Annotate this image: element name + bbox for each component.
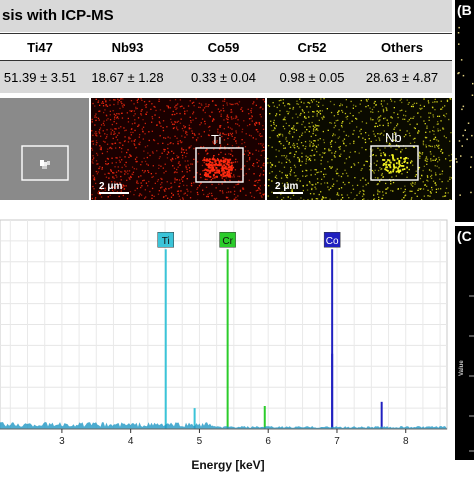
spectrum-x-axis: 3 4 5 6 7 8 — [0, 429, 447, 447]
element-maps: Ti 2 μm Nb 2 μm — [0, 98, 452, 200]
se-image-svg — [0, 98, 89, 200]
value-nb93: 18.67 ± 1.28 — [80, 70, 175, 85]
side-panel-c-axis-label: Value — [459, 360, 465, 376]
x-axis-label: Energy [keV] — [191, 458, 264, 472]
side-panel-b-dots — [455, 0, 474, 222]
eds-spectrum-chart: Ti Cr Co 3 4 5 6 7 8 Energy [keV] — [0, 214, 452, 474]
nb-map-label: Nb — [385, 130, 402, 145]
table-header-row: Ti47 Nb93 Co59 Cr52 Others — [0, 33, 452, 61]
header-co59: Co59 — [175, 40, 272, 55]
value-co59: 0.33 ± 0.04 — [175, 70, 272, 85]
side-panel-b: (B — [455, 0, 474, 222]
ti-scale-label: 2 μm — [99, 181, 122, 192]
nb-scale-label: 2 μm — [275, 181, 298, 192]
x-tick-label: 7 — [334, 436, 340, 447]
se-image — [0, 98, 89, 200]
header-nb93: Nb93 — [80, 40, 175, 55]
nb-map-svg: Nb 2 μm — [267, 98, 452, 200]
spectrum-grid — [0, 220, 447, 429]
table-value-row: 51.39 ± 3.51 18.67 ± 1.28 0.33 ± 0.04 0.… — [0, 61, 452, 93]
table-title: sis with ICP-MS — [0, 0, 452, 32]
header-ti47: Ti47 — [0, 40, 80, 55]
side-panel-c: (C Value — [455, 226, 474, 460]
ti-map-svg: Ti 2 μm — [91, 98, 265, 200]
value-cr52: 0.98 ± 0.05 — [272, 70, 352, 85]
x-tick-label: 4 — [128, 436, 134, 447]
eds-spectrum-svg: Ti Cr Co 3 4 5 6 7 8 Energy [keV] — [0, 214, 452, 474]
ti-map: Ti 2 μm — [91, 98, 265, 200]
value-others: 28.63 ± 4.87 — [352, 70, 452, 85]
header-others: Others — [352, 40, 452, 55]
peak-label: Ti — [162, 236, 170, 247]
x-tick-label: 6 — [265, 436, 271, 447]
ti-map-label: Ti — [211, 132, 221, 147]
x-tick-label: 5 — [197, 436, 203, 447]
header-cr52: Cr52 — [272, 40, 352, 55]
side-panel-c-axis: Value — [455, 226, 474, 460]
value-ti47: 51.39 ± 3.51 — [0, 70, 80, 85]
x-tick-label: 3 — [59, 436, 65, 447]
nb-map: Nb 2 μm — [267, 98, 452, 200]
peak-label: Cr — [222, 236, 233, 247]
x-tick-label: 8 — [403, 436, 409, 447]
peak-label: Co — [326, 236, 339, 247]
